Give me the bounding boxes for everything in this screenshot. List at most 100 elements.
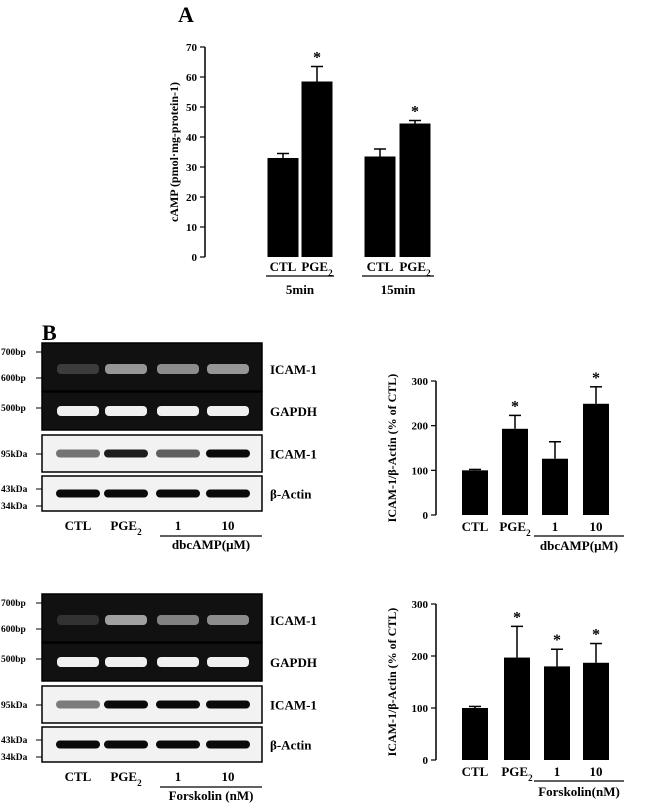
blot-band bbox=[156, 740, 200, 749]
blot-band bbox=[56, 740, 100, 749]
blot-band bbox=[156, 700, 200, 709]
marker-label: 700bp bbox=[1, 348, 26, 358]
category-label: 1 bbox=[552, 519, 559, 534]
blot-band bbox=[105, 615, 147, 625]
blot-band bbox=[104, 740, 148, 749]
y-axis-label: ICAM-1/β-Actin (% of CTL) bbox=[385, 374, 399, 523]
lane-label: 10 bbox=[222, 518, 235, 533]
significance-label: * bbox=[511, 398, 519, 415]
blot-row-label: GAPDH bbox=[270, 655, 317, 670]
category-label: PGE2 bbox=[501, 764, 533, 783]
y-tick-label: 0 bbox=[423, 755, 429, 767]
category-label: CTL bbox=[462, 519, 489, 534]
blot-band bbox=[207, 364, 249, 374]
y-tick-label: 100 bbox=[412, 465, 429, 477]
blot-band bbox=[157, 364, 199, 374]
bar bbox=[462, 470, 488, 515]
blot-row-label: ICAM-1 bbox=[270, 698, 317, 713]
significance-label: * bbox=[553, 632, 561, 649]
lane-label: PGE2 bbox=[110, 518, 142, 537]
bar bbox=[504, 657, 530, 760]
marker-label: 95kDa bbox=[1, 450, 28, 460]
y-tick-label: 40 bbox=[186, 132, 198, 144]
category-label: CTL bbox=[462, 764, 489, 779]
group-label: Forskolin (nM) bbox=[169, 788, 254, 803]
lane-label: 10 bbox=[222, 769, 235, 784]
significance-label: * bbox=[513, 609, 521, 626]
significance-label: * bbox=[592, 370, 600, 387]
significance-label: * bbox=[313, 50, 321, 67]
group-label: Forskolin(nM) bbox=[538, 784, 620, 799]
blot-band bbox=[105, 406, 147, 416]
group-label: dbcAMP(μM) bbox=[540, 538, 618, 553]
blot-row-label: GAPDH bbox=[270, 404, 317, 419]
blot-band bbox=[206, 740, 250, 749]
blot-band bbox=[104, 449, 148, 458]
y-tick-label: 60 bbox=[186, 72, 198, 84]
significance-label: * bbox=[411, 104, 419, 121]
group-label: dbcAMP(μM) bbox=[172, 537, 250, 552]
blot-row-label: β-Actin bbox=[270, 487, 312, 502]
blot-band bbox=[206, 489, 250, 498]
bar bbox=[583, 403, 609, 515]
bar bbox=[542, 458, 568, 515]
blot-band bbox=[156, 449, 200, 458]
marker-label: 500bp bbox=[1, 655, 26, 665]
y-tick-label: 30 bbox=[186, 162, 198, 174]
blot-band bbox=[57, 364, 99, 374]
bar bbox=[544, 666, 570, 760]
lane-label: 1 bbox=[175, 769, 182, 784]
blot-band bbox=[104, 700, 148, 709]
bar bbox=[364, 156, 396, 257]
bar bbox=[399, 123, 431, 257]
lane-label: 1 bbox=[175, 518, 182, 533]
marker-label: 34kDa bbox=[1, 753, 28, 763]
marker-label: 43kDa bbox=[1, 485, 28, 495]
category-label: 1 bbox=[554, 764, 561, 779]
y-tick-label: 300 bbox=[412, 376, 429, 388]
y-axis-label: cAMP (pmol·mg-protein-1) bbox=[167, 82, 181, 222]
blot-band bbox=[56, 489, 100, 498]
marker-label: 700bp bbox=[1, 599, 26, 609]
y-tick-label: 300 bbox=[412, 599, 429, 611]
bar bbox=[462, 708, 488, 760]
marker-label: 95kDa bbox=[1, 701, 28, 711]
lane-label: CTL bbox=[65, 769, 92, 784]
bar bbox=[502, 428, 528, 515]
y-tick-label: 20 bbox=[186, 192, 198, 204]
category-label: 10 bbox=[590, 519, 603, 534]
y-axis-label: ICAM-1/β-Actin (% of CTL) bbox=[385, 608, 399, 757]
blot-band bbox=[207, 406, 249, 416]
y-tick-label: 70 bbox=[186, 42, 198, 54]
blot-band bbox=[157, 406, 199, 416]
y-tick-label: 0 bbox=[423, 510, 429, 522]
bar bbox=[267, 158, 299, 257]
blot-band bbox=[157, 615, 199, 625]
bar bbox=[583, 662, 609, 760]
category-label: PGE2 bbox=[399, 259, 431, 278]
category-label: PGE2 bbox=[499, 519, 531, 538]
category-label: CTL bbox=[270, 259, 297, 274]
y-tick-label: 50 bbox=[186, 102, 198, 114]
group-label: 15min bbox=[381, 282, 416, 297]
panel-a-letter: A bbox=[178, 2, 194, 27]
lane-label: PGE2 bbox=[110, 769, 142, 788]
blot-band bbox=[207, 657, 249, 667]
category-label: CTL bbox=[367, 259, 394, 274]
blot-band bbox=[104, 489, 148, 498]
blot-band bbox=[157, 657, 199, 667]
y-tick-label: 200 bbox=[412, 651, 429, 663]
category-label: 10 bbox=[590, 764, 603, 779]
y-tick-label: 10 bbox=[186, 222, 198, 234]
blot-band bbox=[206, 700, 250, 709]
blot-row-label: ICAM-1 bbox=[270, 362, 317, 377]
blot-band bbox=[206, 449, 250, 458]
significance-label: * bbox=[592, 627, 600, 644]
marker-label: 500bp bbox=[1, 404, 26, 414]
group-label: 5min bbox=[286, 282, 315, 297]
panel-b-letter: B bbox=[42, 320, 57, 345]
marker-label: 43kDa bbox=[1, 736, 28, 746]
y-tick-label: 100 bbox=[412, 703, 429, 715]
blot-band bbox=[56, 449, 100, 458]
